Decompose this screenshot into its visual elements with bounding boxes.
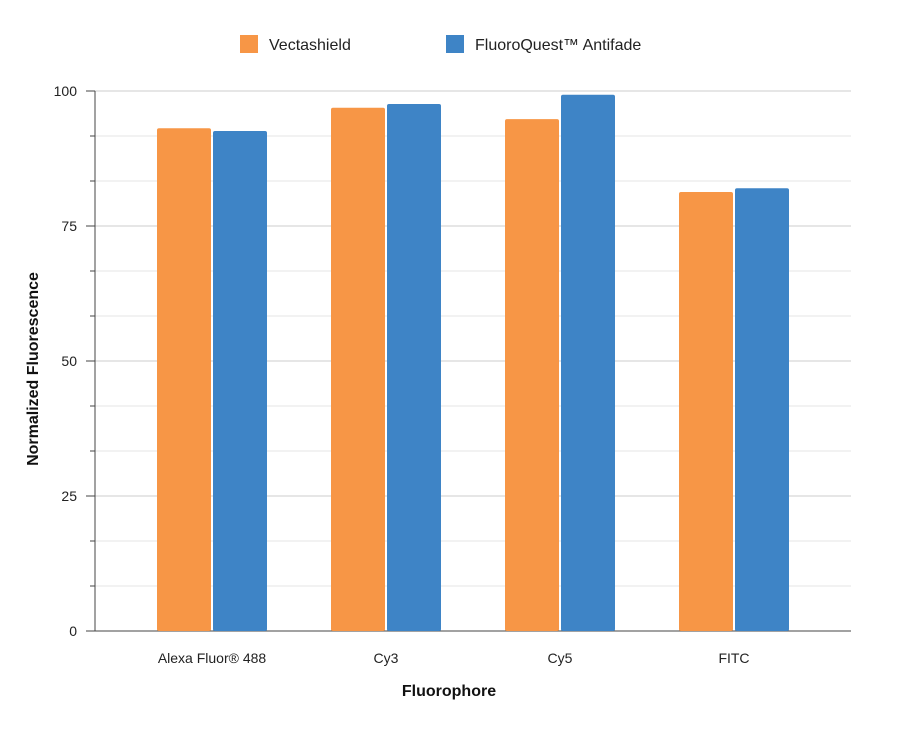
x-tick-label: FITC [718, 650, 749, 666]
bar-fluoroquest [561, 94, 615, 631]
bar-vectashield [331, 107, 385, 632]
legend-label: Vectashield [269, 37, 351, 54]
bar-fluoroquest [387, 103, 441, 631]
y-tick-label: 100 [54, 83, 78, 99]
y-tick-label: 25 [61, 488, 77, 504]
legend-swatch [240, 35, 258, 53]
y-tick-label: 75 [61, 218, 77, 234]
bar-fluoroquest [735, 188, 789, 631]
y-tick-label: 50 [61, 353, 77, 369]
y-tick-label: 0 [69, 623, 77, 639]
x-tick-label: Cy3 [374, 650, 399, 666]
x-tick-label: Alexa Fluor® 488 [158, 650, 267, 666]
bar-fluoroquest [213, 130, 267, 631]
bar-vectashield [505, 119, 559, 631]
legend-swatch [446, 35, 464, 53]
x-axis-title: Fluorophore [402, 683, 496, 700]
legend-label: FluoroQuest™ Antifade [475, 37, 641, 54]
y-axis-title: Normalized Fluorescence [25, 272, 42, 466]
bar-vectashield [679, 191, 733, 632]
x-tick-label: Cy5 [548, 650, 573, 666]
bar-vectashield [157, 128, 211, 631]
